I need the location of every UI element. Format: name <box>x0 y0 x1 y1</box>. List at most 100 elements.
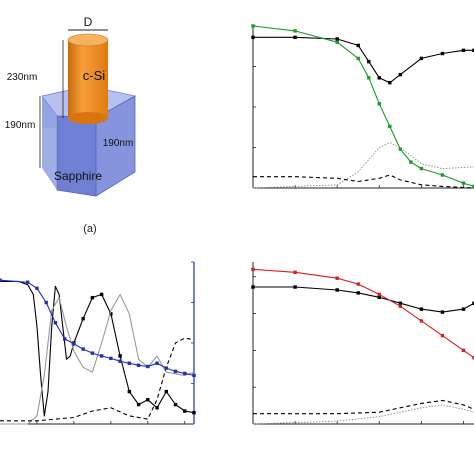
series-2-line <box>252 142 474 189</box>
chart-panel-d <box>251 262 474 425</box>
si-pillar-bottom <box>68 112 108 124</box>
series-0-point <box>398 72 403 77</box>
series-4-point <box>146 364 150 369</box>
series-0-point <box>419 307 424 311</box>
series-1-point <box>293 270 297 275</box>
series-4-line <box>0 279 195 376</box>
base-height-label: 190nm <box>5 120 36 131</box>
chart-panel-c <box>0 261 196 425</box>
chart-panel-b <box>251 24 474 189</box>
series-4-point <box>62 337 67 341</box>
series-0-point <box>398 301 403 305</box>
series-0-point <box>251 285 255 289</box>
series-1-point <box>293 29 297 33</box>
series-1-point <box>335 40 339 44</box>
series-1-point <box>461 348 466 353</box>
series-0-point <box>461 48 466 52</box>
series-0-point <box>377 76 381 80</box>
series-1-point <box>356 282 360 286</box>
series-1-point <box>251 267 255 272</box>
series-1-point <box>377 292 381 297</box>
substrate-label: Sapphire <box>54 169 102 183</box>
series-1-point <box>192 410 196 415</box>
series-0-point <box>377 295 381 300</box>
series-1-point <box>251 24 255 28</box>
series-0-point <box>440 310 445 314</box>
series-4-point <box>109 356 113 361</box>
series-3-line <box>0 337 195 422</box>
series-4-point <box>72 342 76 346</box>
material-label: c-Si <box>83 68 106 83</box>
series-4-point <box>0 278 2 282</box>
series-1-point <box>461 181 466 185</box>
series-1-point <box>335 276 339 280</box>
si-pillar-top <box>67 33 109 47</box>
series-2-line <box>0 293 195 425</box>
series-4-point <box>35 286 39 291</box>
series-4-point <box>99 354 104 358</box>
substrate-side-face <box>95 95 136 197</box>
series-0-line <box>253 286 474 313</box>
series-1-point <box>164 389 168 394</box>
series-0-point <box>367 59 371 64</box>
series-1-point <box>155 406 159 410</box>
series-4-point <box>164 366 168 370</box>
series-0-point <box>335 37 339 41</box>
si-pillar-body <box>68 40 108 118</box>
series-1-point <box>99 292 104 297</box>
series-0-point <box>472 301 474 305</box>
series-1-point <box>472 356 474 360</box>
schematic-panel: D 230nm c-Si 190nm 190nm Sapphire (a) <box>5 15 137 235</box>
series-4-point <box>155 361 159 365</box>
series-0-point <box>293 285 297 289</box>
series-1-point <box>118 354 122 358</box>
series-4-point <box>173 369 178 374</box>
series-0-point <box>356 291 360 295</box>
series-1-point <box>440 173 445 177</box>
series-3-line <box>253 399 474 415</box>
series-1-point <box>409 160 413 164</box>
series-1-point <box>419 166 424 171</box>
series-1-line <box>252 268 474 359</box>
series-1-point <box>367 76 371 80</box>
series-1-point <box>377 102 381 106</box>
series-1-point <box>127 389 132 394</box>
series-4-point <box>127 361 132 365</box>
series-1-point <box>81 317 85 321</box>
base-width-label: 190nm <box>103 138 134 149</box>
height-label: 230nm <box>7 72 38 83</box>
series-0-point <box>335 288 339 292</box>
series-4-point <box>136 363 141 367</box>
series-0-line <box>253 36 474 84</box>
series-0-point <box>461 307 466 311</box>
series-0-point <box>356 43 360 48</box>
series-3-line <box>253 174 474 189</box>
series-1-point <box>136 402 141 407</box>
series-1-point <box>173 402 178 407</box>
series-1-point <box>109 312 113 316</box>
series-0-point <box>440 51 445 56</box>
diameter-label: D <box>84 15 93 29</box>
series-4-point <box>118 359 122 363</box>
series-0-point <box>293 35 297 40</box>
series-1-point <box>388 124 392 129</box>
series-0-point <box>419 56 424 61</box>
series-1-point <box>183 409 187 413</box>
series-4-point <box>53 321 58 325</box>
series-0-line <box>0 280 75 417</box>
series-4-point <box>44 300 48 305</box>
series-4-point <box>81 347 85 351</box>
series-1-point <box>90 295 95 300</box>
series-1-point <box>356 56 360 61</box>
series-1-point <box>419 319 424 323</box>
substrate-front-face <box>56 115 97 197</box>
series-1-point <box>440 333 445 338</box>
series-1-point <box>398 304 403 308</box>
series-1-point <box>398 147 403 151</box>
series-4-point <box>90 351 95 355</box>
series-2-line <box>252 404 474 425</box>
series-0-point <box>472 48 474 52</box>
series-0-point <box>251 35 255 40</box>
series-0-point <box>388 81 392 85</box>
